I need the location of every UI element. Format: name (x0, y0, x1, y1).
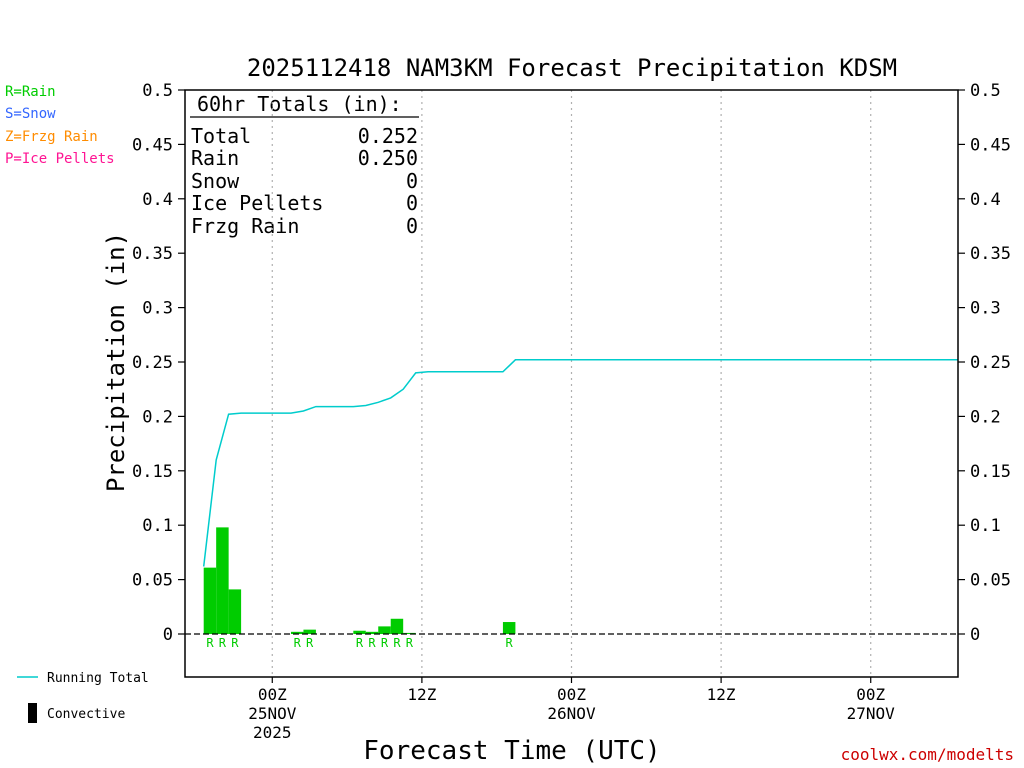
totals-frzg-value: 0 (406, 214, 418, 238)
totals-total-value: 0.252 (358, 124, 418, 148)
ptype-label-6: R (368, 636, 376, 650)
precip-bar-2 (228, 589, 242, 634)
y-tick-label-right-6: 0.3 (970, 299, 1001, 319)
totals-ice-name: Ice Pellets (191, 191, 323, 215)
precip-bar-5 (353, 630, 366, 634)
precip-bar-10 (502, 622, 516, 634)
x-axis-label: Forecast Time (UTC) (363, 736, 660, 766)
totals-frzg-name: Frzg Rain (191, 214, 299, 238)
ptype-label-10: R (506, 636, 514, 650)
x-tick-label-4: 00Z (856, 685, 885, 704)
x-tick-date-0: 25NOV (248, 704, 297, 723)
running-total-layer (202, 359, 958, 567)
y-tick-label-right-3: 0.15 (970, 462, 1011, 482)
precip-bar-7 (378, 626, 391, 634)
precip-bar-1 (216, 527, 229, 634)
y-tick-label-right-0: 0 (970, 625, 980, 645)
y-tick-label-left-2: 0.1 (142, 516, 173, 536)
convective-legend-swatch (28, 703, 37, 723)
x-tick-label-0: 00Z (258, 685, 287, 704)
ptype-label-8: R (393, 636, 401, 650)
y-tick-label-left-1: 0.05 (132, 571, 173, 591)
precip-bar-6 (365, 631, 379, 634)
ptype-label-9: R (406, 636, 414, 650)
y-tick-label-right-5: 0.25 (970, 353, 1011, 373)
tick-labels-layer: R R R R R R R R R R R0 00.05 0.050.1 0.10.15 0.150.2 0.… (132, 81, 1011, 742)
precip-bar-3 (290, 631, 304, 634)
bars-layer (203, 527, 516, 634)
totals-rain-value: 0.250 (358, 146, 418, 170)
y-tick-label-right-8: 0.4 (970, 190, 1001, 210)
precip-bar-0 (203, 567, 217, 634)
totals-box: 60hr Totals (in): Total 0.252 Rain 0.250… (190, 92, 419, 238)
running-total-line (202, 359, 958, 567)
totals-snow-name: Snow (191, 169, 240, 193)
legend-snow: S=Snow (5, 106, 56, 122)
y-tick-label-left-5: 0.25 (132, 353, 173, 373)
axes-layer (178, 89, 965, 683)
x-tick-date-2: 26NOV (547, 704, 596, 723)
x-tick-date-4: 27NOV (847, 704, 896, 723)
y-tick-label-left-4: 0.2 (142, 407, 173, 427)
y-tick-label-left-8: 0.4 (142, 190, 173, 210)
ptype-label-4: R (306, 636, 314, 650)
chart-title: 2025112418 NAM3KM Forecast Precipitation… (247, 54, 897, 82)
x-tick-year-0: 2025 (253, 723, 292, 742)
y-tick-label-right-4: 0.2 (970, 407, 1001, 427)
y-tick-label-left-6: 0.3 (142, 299, 173, 319)
y-tick-label-right-2: 0.1 (970, 516, 1001, 536)
totals-ice-value: 0 (406, 191, 418, 215)
ptype-label-1: R (219, 636, 227, 650)
y-tick-label-right-1: 0.05 (970, 571, 1011, 591)
legend-ice-pellets: P=Ice Pellets (5, 151, 115, 167)
ptype-label-5: R (356, 636, 364, 650)
y-tick-label-right-7: 0.35 (970, 244, 1011, 264)
ptype-label-2: R (231, 636, 239, 650)
convective-legend-label: Convective (47, 707, 125, 722)
y-axis-label: Precipitation (in) (102, 232, 130, 492)
ptype-label-3: R (294, 636, 302, 650)
grid-layer (271, 90, 872, 677)
totals-total-name: Total (191, 124, 251, 148)
x-tick-label-3: 12Z (707, 685, 736, 704)
y-tick-label-left-7: 0.35 (132, 244, 173, 264)
ptype-label-0: R (206, 636, 214, 650)
running-total-legend-label: Running Total (47, 671, 149, 686)
y-tick-label-right-9: 0.45 (970, 135, 1011, 155)
totals-rain-name: Rain (191, 146, 239, 170)
y-tick-label-left-10: 0.5 (142, 81, 173, 101)
x-tick-label-1: 12Z (407, 685, 436, 704)
x-tick-label-2: 00Z (557, 685, 586, 704)
y-tick-label-left-0: 0 (163, 625, 173, 645)
precip-bar-8 (390, 618, 404, 634)
ptype-label-7: R (381, 636, 389, 650)
legend-frzg-rain: Z=Frzg Rain (5, 129, 98, 145)
y-tick-label-left-9: 0.45 (132, 135, 173, 155)
totals-header: 60hr Totals (in): (197, 92, 402, 116)
precip-bar-4 (303, 629, 316, 634)
precip-bar-9 (403, 632, 416, 634)
legend-rain: R=Rain (5, 84, 56, 100)
credit-text: coolwx.com/modelts (841, 745, 1014, 764)
totals-snow-value: 0 (406, 169, 418, 193)
y-tick-label-right-10: 0.5 (970, 81, 1001, 101)
y-tick-label-left-3: 0.15 (132, 462, 173, 482)
